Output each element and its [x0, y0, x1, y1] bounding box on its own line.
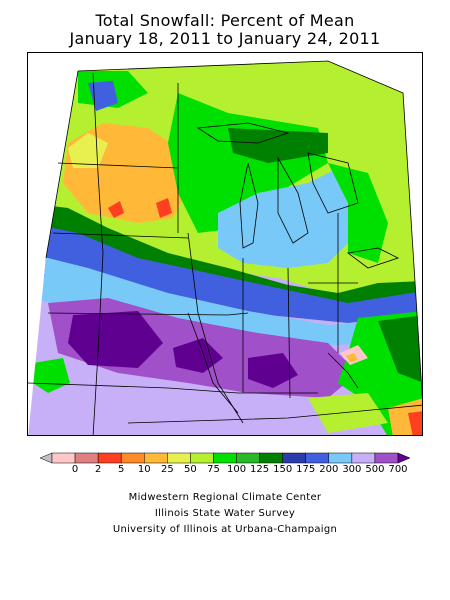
legend-swatch [97, 452, 122, 464]
field-lime-se [308, 393, 388, 433]
lake-michigan [239, 162, 259, 249]
field-blue-nw [88, 81, 118, 111]
map-date-range: January 18, 2011 to January 24, 2011 [69, 29, 381, 48]
boundary-line-2 [57, 162, 179, 169]
field-blue-band [28, 223, 422, 323]
map-svg [28, 60, 422, 435]
color-legend: 0 2 5 10 25 50 75 100 125 150 175 200 300 500 700 [39, 450, 411, 480]
michigan-peninsula [277, 156, 309, 244]
credit-line-1: Midwestern Regional Climate Center [128, 492, 322, 503]
domain-edge-north [77, 60, 422, 399]
legend-label: 75 [207, 464, 220, 475]
legend-swatch [190, 452, 214, 464]
field-orange-spot [346, 353, 358, 362]
field-green-michigan [328, 163, 388, 263]
field-light-blue [218, 168, 348, 268]
field-red-spot-2 [156, 198, 172, 218]
legend-label: 200 [319, 464, 339, 475]
field-dark-purple-west [68, 311, 163, 368]
legend-label: 700 [388, 464, 408, 475]
legend-arrow-left [39, 452, 53, 464]
legend-swatch [236, 452, 260, 464]
legend-label: 50 [184, 464, 197, 475]
snowfall-field [28, 61, 422, 435]
boundary-line-1 [92, 72, 104, 435]
map-title: Total Snowfall: Percent of Mean [95, 11, 355, 30]
legend-swatch [144, 452, 168, 464]
boundary-line-5 [47, 312, 249, 316]
field-dark-purple-east [248, 353, 298, 388]
field-red-spot-1 [108, 201, 124, 218]
legend-swatch [328, 452, 353, 464]
legend-label: 150 [273, 464, 293, 475]
legend-swatch [74, 452, 99, 464]
legend-swatch [351, 452, 376, 464]
credit-line-2: Illinois State Water Survey [154, 508, 296, 519]
domain-edge-west [45, 70, 79, 259]
snowfall-map [27, 52, 423, 436]
boundary-line-12 [127, 404, 422, 424]
legend-swatch [167, 452, 191, 464]
mississippi-river [187, 312, 239, 414]
legend-arrow-right [397, 452, 411, 464]
lake-huron [307, 152, 359, 214]
boundary-line-9 [28, 382, 318, 394]
legend-swatch [213, 452, 237, 464]
legend-label: 500 [365, 464, 385, 475]
legend-label: 10 [137, 464, 151, 475]
boundary-line-6 [187, 232, 244, 424]
boundary-line-3 [52, 232, 189, 239]
field-red-se [408, 411, 422, 435]
field-dark-purple-central [173, 338, 223, 373]
legend-label: 175 [296, 464, 316, 475]
boundary-line-8 [287, 267, 291, 399]
lake-superior [196, 122, 290, 144]
legend-swatch [51, 452, 76, 464]
field-yellow [68, 133, 108, 168]
legend-swatch [282, 452, 306, 464]
legend-label: 300 [342, 464, 362, 475]
legend-label: 5 [118, 464, 125, 475]
lake-erie [347, 247, 400, 269]
legend-label: 0 [71, 464, 79, 475]
legend-label: 25 [160, 464, 174, 475]
legend-bar [39, 452, 411, 464]
legend-swatch [305, 452, 330, 464]
ohio-river [327, 352, 359, 389]
field-dark-green-upper [228, 128, 328, 163]
legend-swatch [374, 452, 399, 464]
legend-swatch [120, 452, 145, 464]
legend-label: 2 [94, 464, 102, 475]
credit-line-3: University of Illinois at Urbana-Champai… [112, 524, 338, 535]
state-boundaries [28, 60, 422, 435]
legend-label: 125 [250, 464, 270, 475]
legend-label: 100 [226, 464, 247, 475]
field-dark-green-east [378, 315, 422, 383]
legend-swatch [259, 452, 283, 464]
